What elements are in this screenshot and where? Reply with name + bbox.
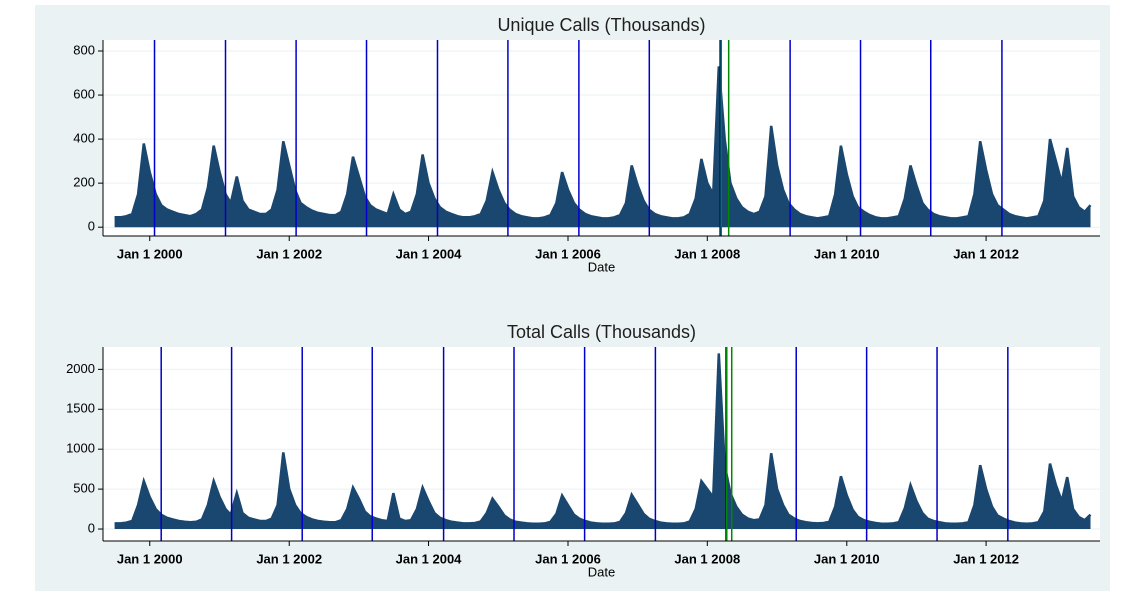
x-tick-label: Jan 1 2004 xyxy=(396,246,463,261)
y-tick-label: 200 xyxy=(73,175,95,190)
y-tick-label: 1000 xyxy=(66,441,95,456)
chart-title: Unique Calls (Thousands) xyxy=(497,15,705,35)
x-tick-label: Jan 1 2010 xyxy=(814,551,880,566)
x-tick-label: Jan 1 2000 xyxy=(117,551,183,566)
plot-area xyxy=(103,40,1100,236)
series-line xyxy=(114,66,1092,220)
x-tick-label: Jan 1 2004 xyxy=(396,551,463,566)
y-tick-label: 2000 xyxy=(66,361,95,376)
chart-title: Total Calls (Thousands) xyxy=(507,322,696,342)
y-tick-label: 0 xyxy=(88,219,95,234)
series-area xyxy=(114,353,1091,530)
y-tick-label: 500 xyxy=(73,481,95,496)
y-tick-label: 800 xyxy=(73,42,95,57)
x-tick-label: Jan 1 2000 xyxy=(117,246,183,261)
y-tick-label: 400 xyxy=(73,131,95,146)
x-tick-label: Jan 1 2008 xyxy=(674,246,740,261)
series-line xyxy=(114,353,1092,526)
x-tick-label: Jan 1 2002 xyxy=(256,551,322,566)
y-tick-label: 0 xyxy=(88,520,95,535)
y-tick-label: 600 xyxy=(73,86,95,101)
y-tick-label: 1500 xyxy=(66,401,95,416)
plot-area xyxy=(103,347,1100,541)
series-area xyxy=(114,66,1091,228)
x-tick-label: Jan 1 2006 xyxy=(535,246,601,261)
x-tick-label: Jan 1 2006 xyxy=(535,551,601,566)
x-tick-label: Jan 1 2012 xyxy=(953,551,1019,566)
x-tick-label: Jan 1 2012 xyxy=(953,246,1019,261)
x-axis-label: Date xyxy=(588,259,615,274)
x-tick-label: Jan 1 2008 xyxy=(674,551,740,566)
x-axis-label: Date xyxy=(588,564,615,579)
x-tick-label: Jan 1 2010 xyxy=(814,246,880,261)
x-tick-label: Jan 1 2002 xyxy=(256,246,322,261)
